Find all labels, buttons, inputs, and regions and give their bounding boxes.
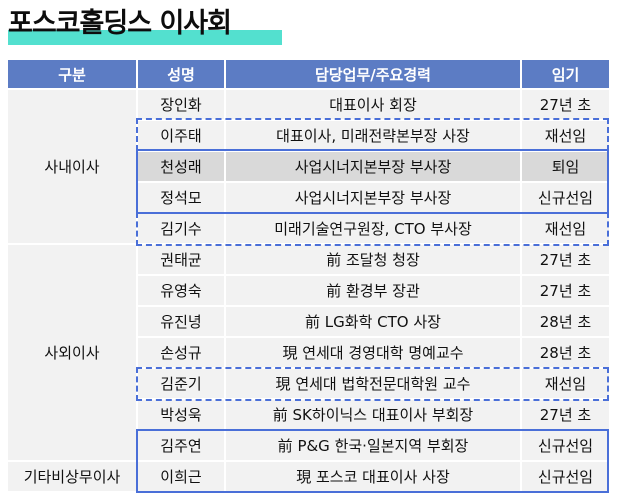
row-role: 前 환경부 장관 (226, 276, 520, 305)
header-role: 담당업무/주요경력 (226, 60, 520, 88)
row-role: 現 연세대 경영대학 명예교수 (226, 338, 520, 367)
row-term: 재선임 (522, 369, 609, 398)
row-term: 신규선임 (522, 462, 609, 491)
row-name: 정석모 (138, 183, 224, 212)
group-nonexec-director: 기타비상무이사 (8, 462, 136, 491)
header-term: 임기 (522, 60, 609, 88)
title-block: 포스코홀딩스 이사회 (8, 4, 282, 48)
row-term: 신규선임 (522, 183, 609, 212)
group-inside-directors: 사내이사 (8, 90, 136, 243)
row-term: 재선임 (522, 121, 609, 150)
row-role: 現 연세대 법학전문대학원 교수 (226, 369, 520, 398)
row-name: 유영숙 (138, 276, 224, 305)
page-title: 포스코홀딩스 이사회 (8, 8, 232, 39)
row-role: 사업시너지본부장 부사장 (226, 152, 520, 181)
row-role: 미래기술연구원장, CTO 부사장 (226, 214, 520, 243)
row-term: 27년 초 (522, 245, 609, 274)
row-term: 27년 초 (522, 276, 609, 305)
row-term: 27년 초 (522, 90, 609, 119)
row-role: 대표이사, 미래전략본부장 사장 (226, 121, 520, 150)
row-name: 이희근 (138, 462, 224, 491)
row-name: 손성규 (138, 338, 224, 367)
row-term: 28년 초 (522, 338, 609, 367)
row-term: 재선임 (522, 214, 609, 243)
row-role: 前 조달청 청장 (226, 245, 520, 274)
row-role: 現 포스코 대표이사 사장 (226, 462, 520, 491)
row-name: 박성욱 (138, 400, 224, 429)
header-name: 성명 (138, 60, 224, 88)
header-category: 구분 (8, 60, 136, 88)
row-name: 이주태 (138, 121, 224, 150)
row-name: 천성래 (138, 152, 224, 181)
row-term: 28년 초 (522, 307, 609, 336)
row-term: 27년 초 (522, 400, 609, 429)
row-term: 신규선임 (522, 431, 609, 460)
row-role: 前 LG화학 CTO 사장 (226, 307, 520, 336)
row-role: 前 SK하이닉스 대표이사 부회장 (226, 400, 520, 429)
row-name: 권태균 (138, 245, 224, 274)
group-outside-directors: 사외이사 (8, 245, 136, 460)
row-name: 김기수 (138, 214, 224, 243)
title-highlight (8, 30, 282, 45)
row-role: 사업시너지본부장 부사장 (226, 183, 520, 212)
row-term: 퇴임 (522, 152, 609, 181)
row-name: 김주연 (138, 431, 224, 460)
row-name: 김준기 (138, 369, 224, 398)
row-name: 유진녕 (138, 307, 224, 336)
row-role: 前 P&G 한국·일본지역 부회장 (226, 431, 520, 460)
row-name: 장인화 (138, 90, 224, 119)
row-role: 대표이사 회장 (226, 90, 520, 119)
